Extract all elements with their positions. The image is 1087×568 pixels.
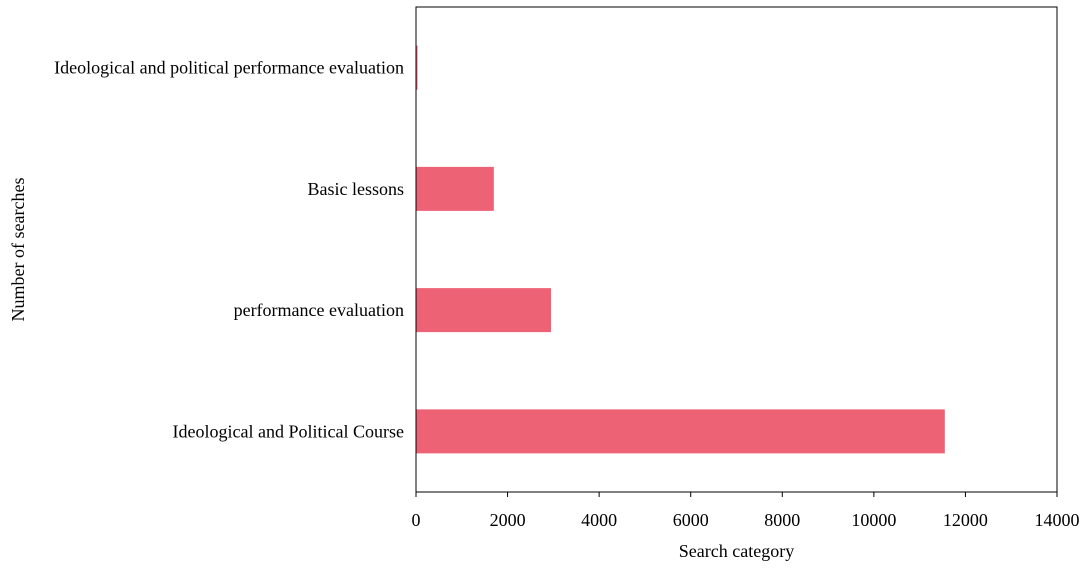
category-labels: Ideological and Political Course performa… bbox=[54, 58, 404, 442]
x-tick-label: 14000 bbox=[1035, 510, 1080, 530]
bar bbox=[416, 288, 552, 333]
category-label: Ideological and political performance ev… bbox=[54, 58, 404, 78]
bars-layer bbox=[416, 45, 945, 454]
x-axis-label: Search category bbox=[679, 541, 794, 561]
y-axis-label: Number of searches bbox=[8, 178, 28, 322]
x-tick-label: 12000 bbox=[943, 510, 988, 530]
plot-frame bbox=[415, 6, 1058, 493]
x-tick-label: 6000 bbox=[673, 510, 709, 530]
category-label: performance evaluation bbox=[234, 300, 404, 320]
category-label: Basic lessons bbox=[308, 179, 405, 199]
x-tick-label: 2000 bbox=[490, 510, 526, 530]
x-ticks: 0 2000 4000 6000 8000 10000 12000 14000 bbox=[412, 492, 1080, 530]
bar bbox=[416, 409, 945, 454]
bar bbox=[416, 45, 418, 90]
x-tick-label: 8000 bbox=[764, 510, 800, 530]
x-tick-label: 0 bbox=[412, 510, 421, 530]
category-label: Ideological and Political Course bbox=[173, 421, 404, 441]
bar bbox=[416, 166, 494, 211]
x-tick-label: 10000 bbox=[851, 510, 896, 530]
x-tick-label: 4000 bbox=[581, 510, 617, 530]
